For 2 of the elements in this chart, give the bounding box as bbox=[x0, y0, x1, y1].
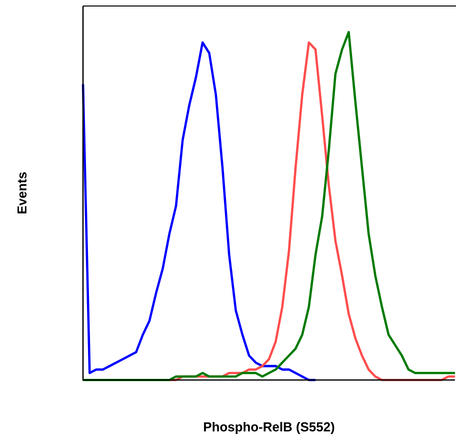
y-axis-title: Events bbox=[17, 172, 27, 214]
x-axis-title: Phospho-RelB (S552) bbox=[204, 422, 334, 434]
